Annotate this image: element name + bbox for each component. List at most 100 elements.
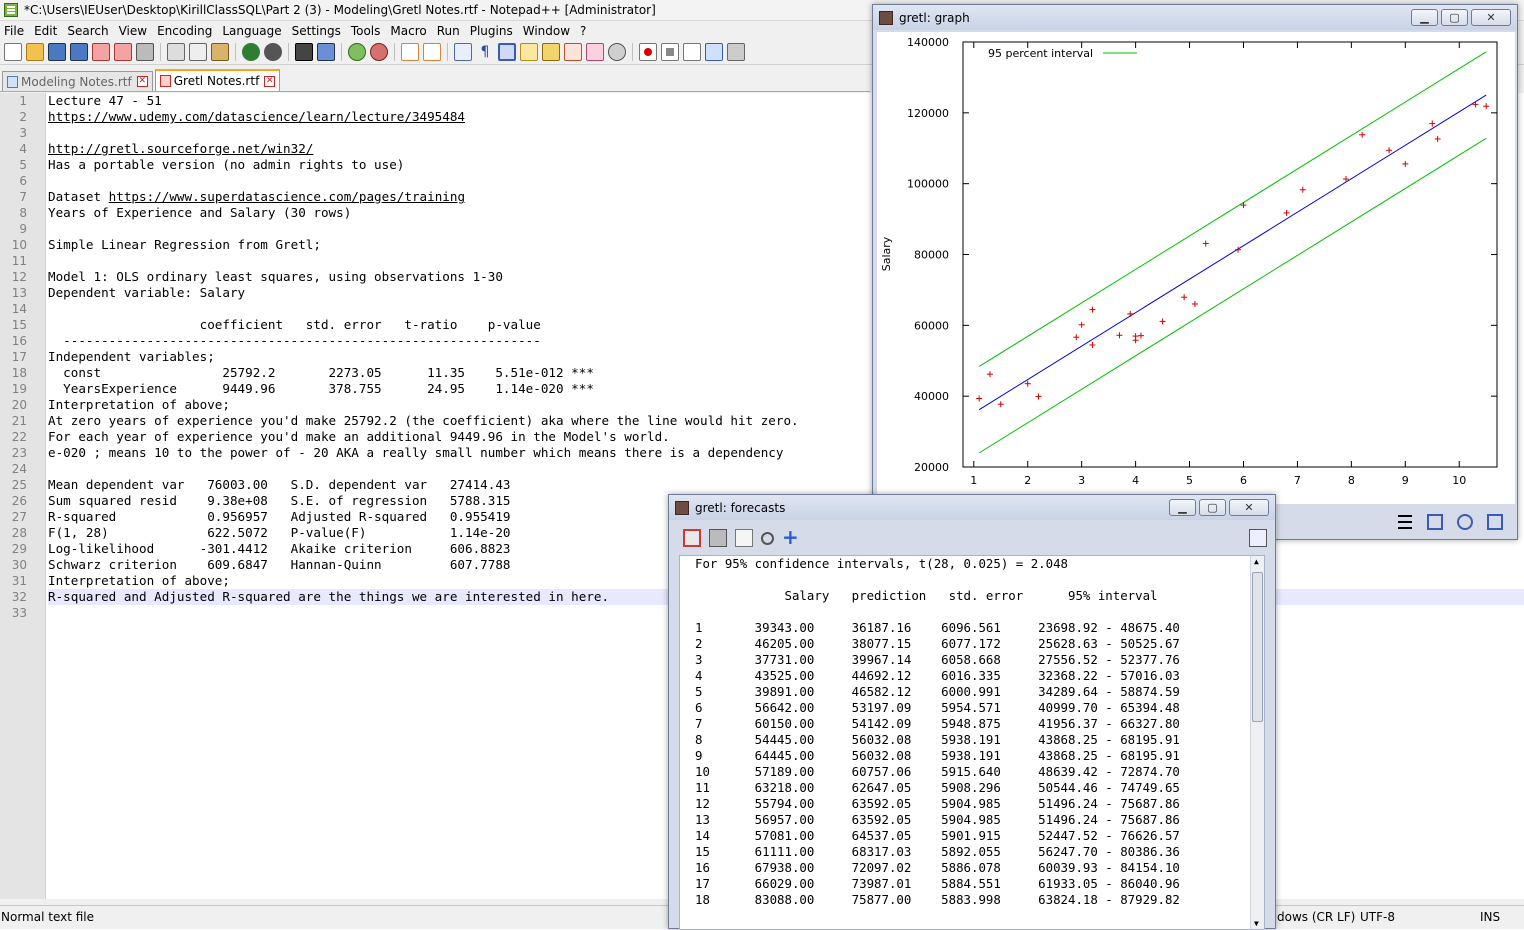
print-icon[interactable] [709, 529, 727, 547]
maximize-button[interactable]: ▢ [1441, 9, 1468, 26]
menu-item-settings[interactable]: Settings [291, 23, 341, 38]
code-line[interactable]: Dataset https://www.superdatascience.com… [48, 189, 466, 204]
zoom-in-icon[interactable] [348, 43, 366, 61]
hyperlink[interactable]: http://gretl.sourceforge.net/win32/ [48, 141, 314, 156]
forecasts-scrollbar[interactable]: ▲ ▼ [1250, 556, 1264, 929]
sync-horizontal-icon[interactable] [423, 43, 441, 61]
menu-item-[interactable]: ? [580, 23, 587, 38]
crosshair-icon[interactable] [1457, 514, 1473, 530]
code-line[interactable]: ----------------------------------------… [48, 333, 541, 348]
close-doc-icon[interactable] [1249, 529, 1267, 547]
save-macro-icon[interactable] [727, 43, 745, 61]
close-button[interactable]: ✕ [1229, 499, 1269, 516]
function-list-icon[interactable] [564, 43, 582, 61]
code-line[interactable]: F(1, 28) 622.5072 P-value(F) 1.14e-20 [48, 525, 511, 540]
search-icon[interactable] [761, 531, 774, 545]
redo-icon[interactable] [264, 43, 282, 61]
paste-icon[interactable] [211, 43, 229, 61]
code-line[interactable]: Interpretation of above; [48, 573, 230, 588]
open-file-icon[interactable] [26, 43, 44, 61]
record-macro-icon[interactable] [639, 43, 657, 61]
code-line[interactable]: http://gretl.sourceforge.net/win32/ [48, 141, 1524, 157]
menu-item-macro[interactable]: Macro [390, 23, 427, 38]
stop-macro-icon[interactable] [661, 43, 679, 61]
new-file-icon[interactable] [4, 43, 22, 61]
print-icon[interactable] [136, 43, 154, 61]
undo-icon[interactable] [242, 43, 260, 61]
play-macro-icon[interactable] [683, 43, 701, 61]
code-line[interactable]: Lecture 47 - 51 [48, 93, 162, 108]
sync-vertical-icon[interactable] [401, 43, 419, 61]
code-line[interactable]: Mean dependent var 76003.00 S.D. depende… [48, 477, 511, 492]
code-line[interactable]: R-squared 0.956957 Adjusted R-squared 0.… [48, 509, 511, 524]
code-line[interactable]: Dependent variable: Salary [48, 285, 246, 300]
replace-icon[interactable] [317, 43, 335, 61]
save-icon[interactable] [48, 43, 66, 61]
zoom-icon[interactable] [1427, 514, 1443, 530]
copy-icon[interactable] [189, 43, 207, 61]
scrollbar-thumb[interactable] [1252, 572, 1263, 722]
menu-item-window[interactable]: Window [522, 23, 571, 38]
code-line[interactable]: https://www.udemy.com/datascience/learn/… [48, 109, 1524, 125]
menu-item-language[interactable]: Language [222, 23, 282, 38]
minimize-button[interactable]: ▁ [1411, 9, 1438, 26]
close-file-icon[interactable] [92, 43, 110, 61]
menu-item-tools[interactable]: Tools [350, 23, 381, 38]
menu-item-encoding[interactable]: Encoding [157, 23, 213, 38]
cut-icon[interactable] [167, 43, 185, 61]
close-tab-icon[interactable]: ✕ [264, 75, 276, 87]
forecasts-text[interactable]: For 95% confidence intervals, t(28, 0.02… [679, 555, 1265, 930]
menu-item-file[interactable]: File [4, 23, 25, 38]
code-line[interactable]: Simple Linear Regression from Gretl; [48, 237, 321, 252]
menu-item-view[interactable]: View [118, 23, 148, 38]
code-line[interactable]: Log-likelihood -301.4412 Akaike criterio… [48, 541, 511, 556]
close-tab-icon[interactable]: ✕ [136, 76, 148, 87]
monitoring-icon[interactable] [608, 43, 626, 61]
file-tab[interactable]: Modeling Notes.rtf ✕ [2, 71, 153, 91]
code-line[interactable]: Years of Experience and Salary (30 rows) [48, 205, 352, 220]
save-icon[interactable] [683, 529, 701, 547]
menu-icon[interactable] [1398, 515, 1412, 529]
scroll-down-arrow[interactable]: ▼ [1254, 919, 1259, 928]
new-window-icon[interactable] [1487, 514, 1503, 530]
code-line[interactable]: e-020 ; means 10 to the power of - 20 AK… [48, 445, 784, 460]
code-line[interactable]: Schwarz criterion 609.6847 Hannan-Quinn … [48, 557, 511, 572]
zoom-out-icon[interactable] [370, 43, 388, 61]
run-macro-multiple-icon[interactable] [705, 43, 723, 61]
hyperlink[interactable]: https://www.superdatascience.com/pages/t… [108, 189, 466, 204]
scroll-up-arrow[interactable]: ▲ [1254, 557, 1259, 566]
copy-icon[interactable] [735, 529, 753, 547]
doc-map-icon[interactable] [542, 43, 560, 61]
show-all-chars-icon[interactable]: ¶ [480, 44, 490, 60]
menu-item-search[interactable]: Search [67, 23, 109, 38]
folder-workspace-icon[interactable] [586, 43, 604, 61]
code-line[interactable]: YearsExperience 9449.96 378.755 24.95 1.… [48, 381, 594, 396]
code-line[interactable]: Interpretation of above; [48, 397, 230, 412]
code-line[interactable]: coefficient std. error t-ratio p-value [48, 317, 541, 332]
code-line[interactable]: For each year of experience you'd make a… [48, 429, 670, 444]
graph-plot-area[interactable]: 20000 40000 60000 80000 100000 120000 140000 1… [877, 32, 1515, 504]
code-line[interactable]: const 25792.2 2273.05 11.35 5.51e-012 **… [48, 365, 594, 380]
menu-item-plugins[interactable]: Plugins [469, 23, 513, 38]
code-line[interactable]: Model 1: OLS ordinary least squares, usi… [48, 269, 503, 284]
code-line[interactable]: Sum squared resid 9.38e+08 S.E. of regre… [48, 493, 511, 508]
code-line[interactable]: Has a portable version (no admin rights … [48, 157, 405, 172]
save-all-icon[interactable] [70, 43, 88, 61]
udl-icon[interactable] [520, 43, 538, 61]
editor-text[interactable]: Lecture 47 - 51 https://www.udemy.com/dat… [48, 93, 1524, 621]
menu-item-edit[interactable]: Edit [34, 23, 58, 38]
close-button[interactable]: ✕ [1471, 9, 1511, 26]
indent-guide-icon[interactable] [498, 43, 516, 61]
y-tick-label: 140000 [907, 36, 949, 49]
minimize-button[interactable]: ▁ [1169, 499, 1196, 516]
maximize-button[interactable]: ▢ [1199, 499, 1226, 516]
file-tab[interactable]: Gretl Notes.rtf ✕ [154, 69, 281, 91]
find-icon[interactable] [295, 43, 313, 61]
close-all-icon[interactable] [114, 43, 132, 61]
hyperlink[interactable]: https://www.udemy.com/datascience/learn/… [48, 109, 466, 124]
add-icon[interactable]: + [782, 525, 799, 549]
code-line[interactable]: Independent variables; [48, 349, 215, 364]
code-line[interactable]: At zero years of experience you'd make 2… [48, 413, 799, 428]
menu-item-run[interactable]: Run [436, 23, 460, 38]
word-wrap-icon[interactable] [454, 43, 472, 61]
